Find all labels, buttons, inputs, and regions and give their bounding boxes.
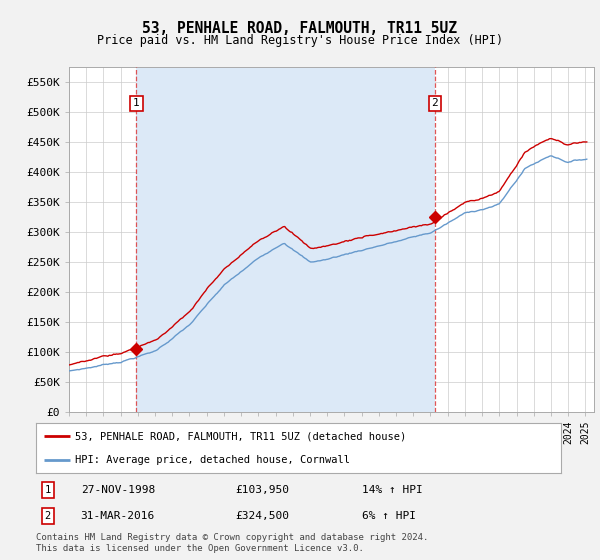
Text: Price paid vs. HM Land Registry's House Price Index (HPI): Price paid vs. HM Land Registry's House … xyxy=(97,34,503,46)
Text: Contains HM Land Registry data © Crown copyright and database right 2024.
This d: Contains HM Land Registry data © Crown c… xyxy=(36,533,428,553)
Text: 31-MAR-2016: 31-MAR-2016 xyxy=(80,511,155,521)
Text: 14% ↑ HPI: 14% ↑ HPI xyxy=(361,485,422,495)
Text: 1: 1 xyxy=(133,99,140,109)
Text: 27-NOV-1998: 27-NOV-1998 xyxy=(80,485,155,495)
Text: 53, PENHALE ROAD, FALMOUTH, TR11 5UZ: 53, PENHALE ROAD, FALMOUTH, TR11 5UZ xyxy=(143,21,458,36)
Text: 2: 2 xyxy=(44,511,50,521)
Text: 53, PENHALE ROAD, FALMOUTH, TR11 5UZ (detached house): 53, PENHALE ROAD, FALMOUTH, TR11 5UZ (de… xyxy=(76,431,407,441)
Text: 6% ↑ HPI: 6% ↑ HPI xyxy=(361,511,415,521)
Text: HPI: Average price, detached house, Cornwall: HPI: Average price, detached house, Corn… xyxy=(76,455,350,465)
Text: £103,950: £103,950 xyxy=(235,485,290,495)
Text: £324,500: £324,500 xyxy=(235,511,290,521)
Bar xyxy=(136,67,435,412)
Text: 1: 1 xyxy=(44,485,50,495)
Text: 2: 2 xyxy=(431,99,438,109)
